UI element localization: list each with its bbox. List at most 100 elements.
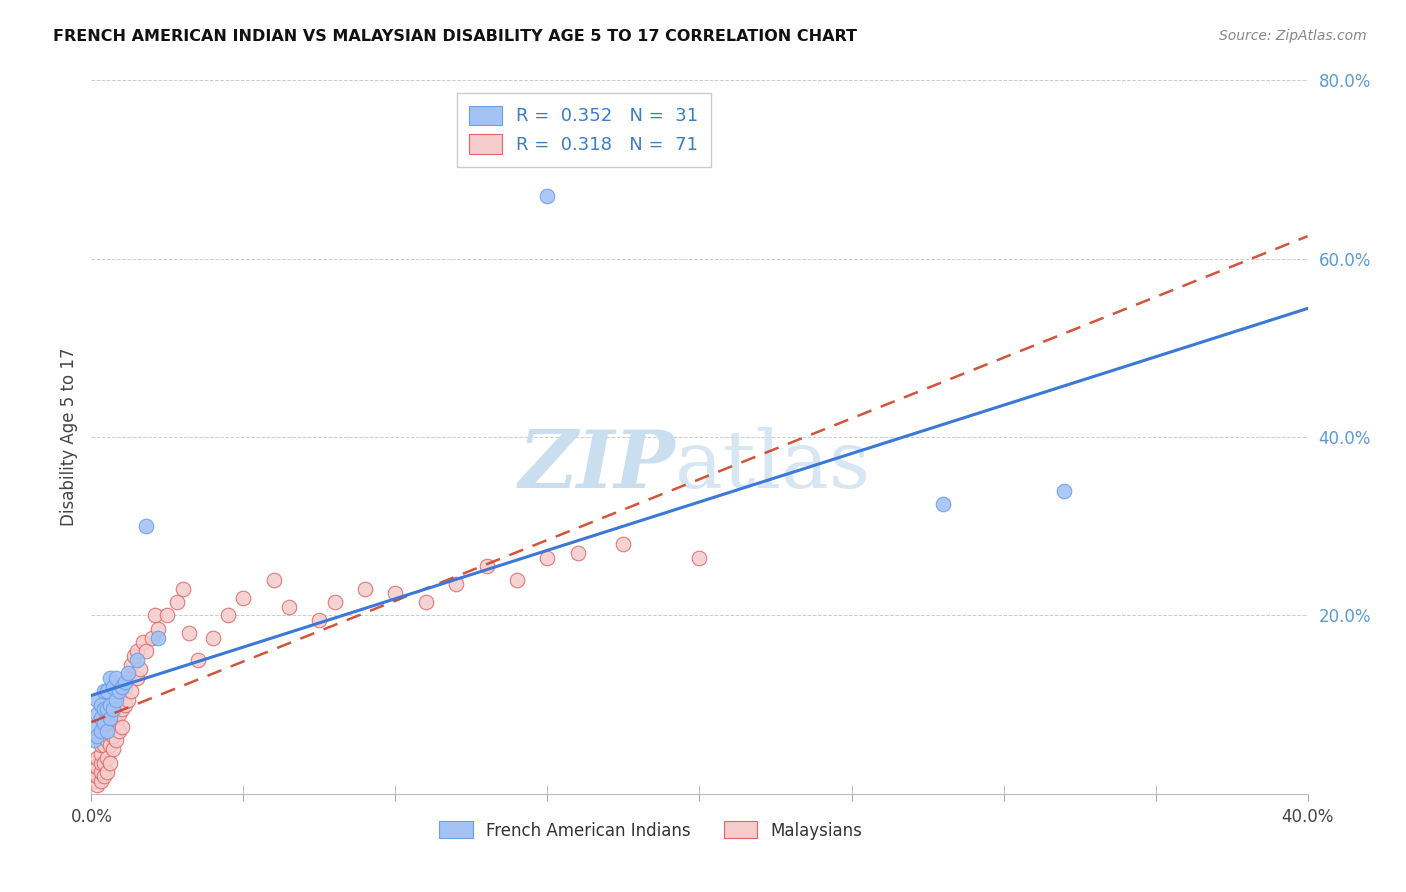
Point	[89, 764, 111, 779]
Point	[83, 764, 105, 779]
Point	[96, 724, 118, 739]
Point	[125, 644, 148, 658]
Point	[120, 684, 142, 698]
Point	[86, 778, 108, 792]
Text: atlas: atlas	[675, 426, 870, 505]
Point	[111, 680, 134, 694]
Point	[96, 733, 118, 747]
Point	[98, 738, 121, 752]
Point	[122, 648, 145, 663]
Point	[114, 680, 136, 694]
Point	[89, 738, 111, 752]
Point	[125, 671, 148, 685]
Point	[1053, 483, 1076, 498]
Y-axis label: Disability Age 5 to 17: Disability Age 5 to 17	[59, 348, 77, 526]
Point	[89, 711, 111, 725]
Point	[166, 595, 188, 609]
Point	[444, 577, 467, 591]
Point	[135, 644, 157, 658]
Point	[86, 729, 108, 743]
Text: Source: ZipAtlas.com: Source: ZipAtlas.com	[1219, 29, 1367, 43]
Text: ZIP: ZIP	[519, 427, 675, 504]
Point	[83, 720, 105, 734]
Point	[98, 671, 121, 685]
Point	[93, 756, 115, 770]
Point	[354, 582, 377, 596]
Point	[536, 189, 558, 203]
Point	[177, 626, 200, 640]
Point	[107, 684, 129, 698]
Point	[117, 666, 139, 681]
Point	[104, 698, 127, 712]
Point	[86, 706, 108, 721]
Point	[89, 698, 111, 712]
Point	[101, 729, 124, 743]
Point	[506, 573, 529, 587]
Point	[104, 671, 127, 685]
Point	[89, 724, 111, 739]
Point	[98, 711, 121, 725]
Legend: French American Indians, Malaysians: French American Indians, Malaysians	[433, 814, 869, 847]
Point	[96, 715, 118, 730]
Point	[107, 724, 129, 739]
Point	[114, 675, 136, 690]
Point	[120, 657, 142, 672]
Point	[93, 738, 115, 752]
Point	[117, 671, 139, 685]
Point	[384, 586, 406, 600]
Text: FRENCH AMERICAN INDIAN VS MALAYSIAN DISABILITY AGE 5 TO 17 CORRELATION CHART: FRENCH AMERICAN INDIAN VS MALAYSIAN DISA…	[53, 29, 858, 44]
Point	[415, 595, 437, 609]
Point	[117, 693, 139, 707]
Point	[125, 653, 148, 667]
Point	[96, 684, 118, 698]
Point	[86, 693, 108, 707]
Point	[96, 702, 118, 716]
Point	[135, 519, 157, 533]
Point	[156, 608, 179, 623]
Point	[323, 595, 346, 609]
Point	[111, 720, 134, 734]
Point	[217, 608, 239, 623]
Point	[93, 715, 115, 730]
Point	[89, 773, 111, 788]
Point	[83, 756, 105, 770]
Point	[931, 497, 953, 511]
Point	[96, 751, 118, 765]
Point	[308, 613, 330, 627]
Point	[83, 733, 105, 747]
Point	[148, 622, 170, 636]
Point	[111, 702, 134, 716]
Point	[187, 653, 209, 667]
Point	[101, 680, 124, 694]
Point	[132, 635, 155, 649]
Point	[148, 631, 170, 645]
Point	[172, 582, 194, 596]
Point	[101, 742, 124, 756]
Point	[143, 608, 166, 623]
Point	[612, 537, 634, 551]
Point	[93, 769, 115, 783]
Point	[98, 724, 121, 739]
Point	[202, 631, 225, 645]
Point	[89, 747, 111, 761]
Point	[141, 631, 163, 645]
Point	[232, 591, 254, 605]
Point	[129, 662, 152, 676]
Point	[475, 559, 498, 574]
Point	[93, 684, 115, 698]
Point	[107, 706, 129, 721]
Point	[86, 769, 108, 783]
Point	[101, 711, 124, 725]
Point	[104, 693, 127, 707]
Point	[567, 546, 589, 560]
Point	[83, 773, 105, 788]
Point	[98, 698, 121, 712]
Point	[86, 760, 108, 774]
Point	[89, 756, 111, 770]
Point	[104, 715, 127, 730]
Point	[536, 550, 558, 565]
Point	[263, 573, 285, 587]
Point	[98, 756, 121, 770]
Point	[278, 599, 301, 614]
Point	[101, 702, 124, 716]
